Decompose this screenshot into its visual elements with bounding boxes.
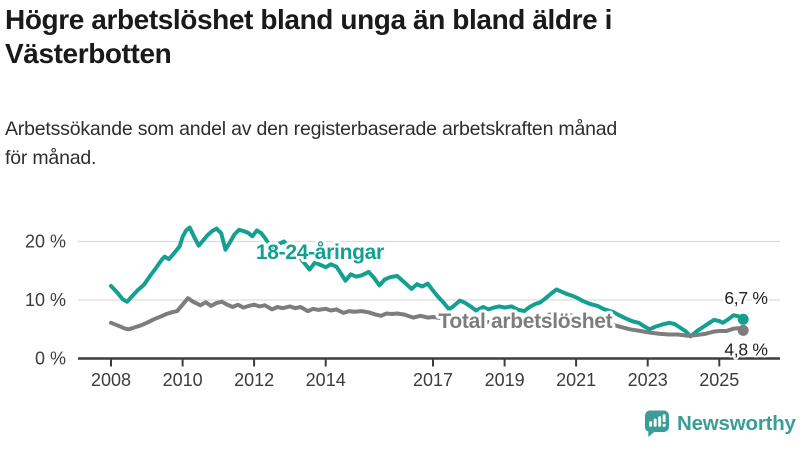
series-line-total [109, 296, 746, 338]
x-axis-tick-label-2008: 2008 [91, 370, 131, 390]
y-axis-tick-label-0: 0 % [35, 349, 66, 369]
end-label-young: 6,7 % [724, 288, 767, 308]
series-label-young: 18-24-åringar [256, 241, 384, 264]
end-label-total: 4,8 % [724, 339, 767, 359]
page-title: Högre arbetslöshet bland unga än bland ä… [5, 4, 613, 69]
x-axis-tick-label-2017: 2017 [413, 370, 453, 390]
y-axis-tick-label-20: 20 % [25, 232, 66, 252]
series-label-total: Total arbetslöshet [438, 310, 612, 333]
y-axis-tick-label-10: 10 % [25, 290, 66, 310]
x-axis-tick-label-2012: 2012 [234, 370, 274, 390]
x-axis-tick-label-2010: 2010 [163, 370, 203, 390]
x-axis-tick-label-2021: 2021 [556, 370, 596, 390]
bar-chart-speech-bubble-icon [644, 410, 670, 438]
x-axis-tick-label-2019: 2019 [485, 370, 525, 390]
series-end-dot-total [737, 324, 749, 336]
chart-subtitle: Arbetssökande som andel av den registerb… [5, 118, 618, 169]
series-line-young [109, 225, 746, 339]
x-axis-tick-label-2014: 2014 [306, 370, 346, 390]
x-axis-tick-label-2025: 2025 [699, 370, 739, 390]
series-end-dot-young [737, 313, 749, 325]
brand-name: Newsworthy [677, 412, 796, 435]
x-axis-tick-label-2023: 2023 [628, 370, 668, 390]
newsworthy-logo[interactable]: Newsworthy [644, 410, 796, 438]
